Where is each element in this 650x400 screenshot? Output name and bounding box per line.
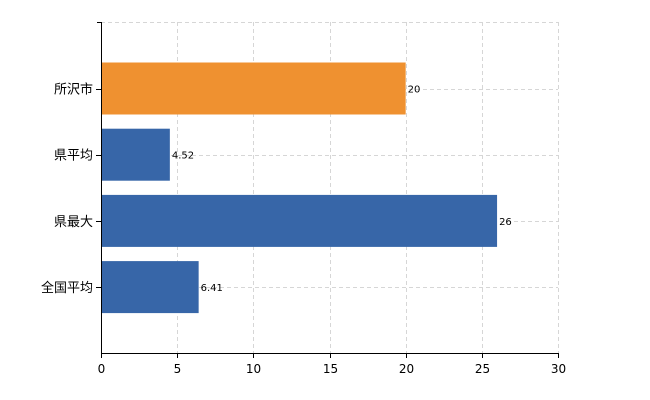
axes xyxy=(96,22,559,358)
category-label-2: 県平均 xyxy=(54,149,93,164)
bar-4 xyxy=(101,261,199,314)
data-label-4: 6.41 xyxy=(201,283,223,294)
x-tick-label-10: 10 xyxy=(246,362,261,376)
x-tick-label-5: 5 xyxy=(174,362,182,376)
x-tick-label-15: 15 xyxy=(323,362,338,376)
bar-1 xyxy=(101,62,406,115)
x-tick-label-25: 25 xyxy=(475,362,490,376)
category-label-4: 全国平均 xyxy=(41,280,93,296)
x-tick-label-0: 0 xyxy=(98,362,106,376)
bars xyxy=(101,62,498,314)
category-label-1: 所沢市 xyxy=(54,82,93,98)
category-label-3: 県最大 xyxy=(54,215,93,230)
data-label-3: 26 xyxy=(499,217,512,228)
data-label-2: 4.52 xyxy=(172,151,194,162)
x-tick-label-20: 20 xyxy=(399,362,414,376)
bar-3 xyxy=(101,194,498,247)
x-tick-label-30: 30 xyxy=(551,362,566,376)
data-label-1: 20 xyxy=(408,85,421,96)
bar-2 xyxy=(101,128,170,181)
